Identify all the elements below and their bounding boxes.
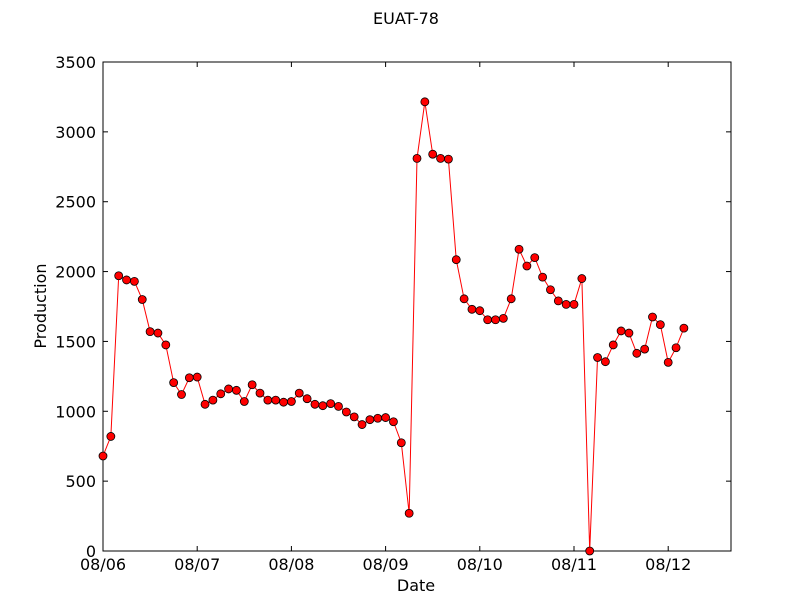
- plot-frame: [102, 61, 732, 552]
- data-point: [232, 385, 241, 395]
- y-tick-label: 500: [65, 472, 96, 491]
- x-tick-label: 08/08: [268, 555, 314, 574]
- data-point: [271, 395, 281, 405]
- y-tick-label: 3500: [55, 53, 96, 72]
- data-point: [192, 372, 202, 382]
- data-point: [459, 294, 469, 304]
- y-tick-label: 1000: [55, 402, 96, 421]
- data-point: [663, 357, 673, 367]
- x-axis-label: Date: [397, 576, 435, 595]
- data-point: [648, 312, 657, 322]
- data-point: [365, 415, 375, 425]
- data-point: [514, 244, 524, 254]
- data-layer: [98, 97, 689, 556]
- data-point: [443, 154, 453, 164]
- data-point: [263, 395, 273, 405]
- x-tick-label: 08/06: [80, 555, 126, 574]
- data-point: [679, 323, 689, 333]
- data-point: [506, 294, 516, 304]
- data-point: [498, 313, 508, 323]
- data-point: [538, 272, 547, 282]
- data-point: [341, 407, 351, 417]
- data-point: [334, 401, 343, 411]
- data-point: [428, 149, 438, 159]
- data-point: [224, 384, 234, 394]
- y-tick-label: 3000: [55, 123, 96, 142]
- data-point: [553, 296, 563, 306]
- data-point: [373, 413, 383, 423]
- data-point: [279, 397, 288, 407]
- data-point: [616, 326, 626, 336]
- data-point: [98, 451, 108, 461]
- x-tick-label: 08/10: [457, 555, 503, 574]
- data-point: [396, 438, 406, 448]
- x-tick-label: 08/12: [645, 555, 691, 574]
- data-point: [114, 271, 124, 281]
- data-point: [208, 395, 218, 405]
- data-point: [671, 343, 681, 353]
- data-point: [153, 328, 163, 338]
- data-point: [129, 276, 139, 286]
- data-point: [601, 357, 610, 367]
- data-point: [137, 295, 147, 304]
- data-point: [577, 274, 587, 283]
- y-tick-label: 1500: [55, 332, 96, 351]
- data-point: [216, 389, 226, 399]
- data-point: [483, 315, 493, 325]
- data-point: [239, 397, 249, 406]
- ticks-layer: 0 500 1000 1500 2000 2500 3000 3500 08/06 08/07 08…: [55, 53, 731, 574]
- y-axis-label: Production: [31, 263, 50, 348]
- x-tick-label: 08/11: [551, 555, 597, 574]
- data-point: [381, 413, 391, 422]
- data-point: [451, 255, 461, 265]
- data-point: [546, 285, 555, 295]
- data-point: [624, 328, 634, 338]
- data-point: [302, 394, 312, 404]
- data-point: [184, 373, 194, 383]
- data-point: [412, 153, 422, 163]
- data-point: [247, 380, 257, 390]
- data-point: [593, 353, 602, 362]
- data-point: [255, 388, 265, 398]
- data-point: [585, 546, 595, 556]
- data-point: [389, 417, 398, 427]
- chart-title: EUAT-78: [373, 9, 439, 28]
- data-point: [286, 397, 296, 406]
- data-point: [404, 508, 414, 518]
- data-point: [326, 399, 336, 409]
- data-point: [522, 261, 532, 271]
- data-point: [561, 299, 571, 309]
- data-point: [632, 348, 642, 358]
- x-tick-label: 08/09: [363, 555, 409, 574]
- data-point: [420, 97, 430, 107]
- y-tick-label: 2500: [55, 193, 96, 212]
- data-point: [145, 327, 155, 337]
- data-point: [655, 320, 665, 330]
- data-point: [475, 306, 485, 316]
- data-point: [640, 344, 650, 354]
- y-tick-label: 2000: [55, 263, 96, 282]
- data-point: [357, 420, 367, 429]
- data-point: [169, 378, 179, 388]
- data-point: [122, 275, 131, 285]
- data-point: [294, 388, 304, 398]
- data-point: [161, 340, 171, 350]
- data-point: [491, 315, 500, 325]
- x-tick-label: 08/07: [174, 555, 220, 574]
- data-point: [106, 432, 116, 441]
- y-tick-label: 0: [86, 542, 96, 561]
- data-point: [349, 412, 359, 422]
- data-point: [569, 299, 579, 309]
- data-point: [200, 399, 210, 409]
- data-point: [608, 340, 618, 350]
- data-point: [436, 153, 445, 163]
- data-point: [530, 253, 540, 263]
- data-point: [318, 401, 328, 411]
- data-point: [467, 304, 477, 314]
- data-point: [310, 399, 320, 409]
- data-point: [177, 390, 186, 399]
